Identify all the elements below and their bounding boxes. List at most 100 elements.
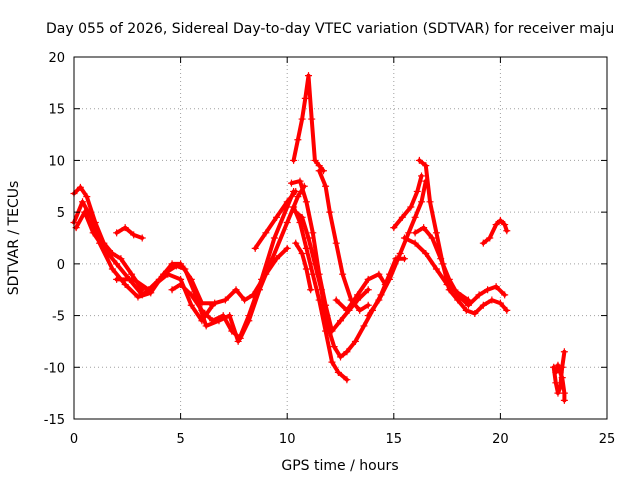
data-point	[343, 348, 351, 356]
data-point	[302, 244, 310, 252]
data-point	[339, 270, 347, 278]
data-point	[81, 208, 89, 216]
data-point	[492, 283, 500, 291]
data-point	[187, 275, 195, 283]
y-tick-label: 10	[48, 154, 65, 169]
data-point	[437, 255, 445, 263]
data-point	[475, 291, 483, 299]
data-point	[364, 312, 372, 320]
data-point	[283, 244, 291, 252]
data-point	[296, 177, 304, 185]
series-arc-23	[552, 361, 568, 404]
data-point	[503, 227, 511, 235]
series-arc-12	[292, 239, 315, 294]
data-point	[405, 229, 413, 237]
data-point	[100, 244, 108, 252]
data-point	[309, 270, 317, 278]
data-point	[198, 306, 206, 314]
series-arc-13	[290, 72, 327, 175]
data-point	[479, 239, 487, 247]
data-point	[462, 306, 470, 314]
series-line	[334, 272, 388, 313]
data-point	[134, 293, 142, 301]
data-point	[145, 286, 153, 294]
y-tick-label: -5	[52, 310, 65, 325]
data-point	[334, 368, 342, 376]
series-arc-8	[251, 187, 300, 252]
y-tick-label: -10	[44, 361, 65, 376]
data-point	[307, 286, 315, 294]
data-point	[83, 193, 91, 201]
y-tick-label: -15	[44, 413, 65, 428]
data-point	[484, 286, 492, 294]
data-point	[113, 260, 121, 268]
data-point	[117, 255, 125, 263]
axis-ticks	[73, 56, 608, 420]
data-point	[328, 358, 336, 366]
data-point	[241, 296, 249, 304]
data-point	[471, 310, 479, 318]
data-point	[301, 94, 309, 102]
data-point	[311, 156, 319, 164]
data-point	[413, 187, 421, 195]
data-point	[121, 224, 129, 232]
data-point	[337, 317, 344, 325]
series-arc-10	[287, 177, 372, 335]
data-point	[375, 296, 383, 304]
series-line	[170, 184, 307, 341]
x-tick-label: 5	[176, 432, 184, 447]
data-point	[262, 270, 270, 278]
data-point	[228, 327, 236, 335]
series-line	[251, 246, 290, 297]
data-point	[296, 218, 304, 226]
data-point	[411, 213, 419, 221]
y-axis-label: SDTVAR / TECUs	[6, 181, 22, 296]
data-point	[236, 334, 244, 342]
data-point	[128, 270, 136, 278]
data-point	[177, 260, 185, 268]
data-point	[294, 193, 302, 201]
data-point	[415, 156, 423, 164]
data-point	[486, 234, 494, 242]
data-point	[198, 299, 206, 307]
data-point	[292, 239, 300, 247]
y-tick-label: 0	[57, 258, 65, 273]
data-point	[332, 296, 340, 304]
data-point	[343, 376, 351, 384]
data-series	[70, 72, 568, 404]
data-point	[209, 317, 217, 325]
data-point	[198, 317, 206, 325]
data-point	[337, 353, 344, 361]
chart-title: Day 055 of 2026, Sidereal Day-to-day VTE…	[46, 21, 614, 37]
data-point	[554, 389, 562, 397]
data-point	[422, 250, 430, 258]
data-point	[554, 361, 562, 369]
data-point	[356, 306, 364, 314]
data-point	[464, 296, 472, 304]
data-point	[343, 306, 351, 314]
data-point	[138, 234, 146, 242]
data-point	[418, 198, 426, 206]
x-tick-label: 0	[70, 432, 78, 447]
data-point	[332, 239, 340, 247]
data-point	[270, 234, 278, 242]
data-point	[249, 291, 257, 299]
data-point	[79, 198, 87, 206]
data-point	[273, 213, 281, 221]
data-point	[177, 281, 185, 289]
data-point	[326, 208, 334, 216]
data-point	[479, 301, 487, 309]
data-point	[187, 291, 195, 299]
data-point	[560, 389, 568, 397]
data-point	[168, 260, 176, 268]
data-point	[232, 286, 240, 294]
grid	[74, 57, 607, 419]
data-point	[364, 301, 372, 309]
data-point	[251, 244, 259, 252]
data-point	[411, 229, 419, 237]
data-point	[322, 327, 330, 335]
data-point	[492, 221, 500, 229]
data-point	[287, 179, 295, 187]
data-point	[454, 289, 462, 297]
